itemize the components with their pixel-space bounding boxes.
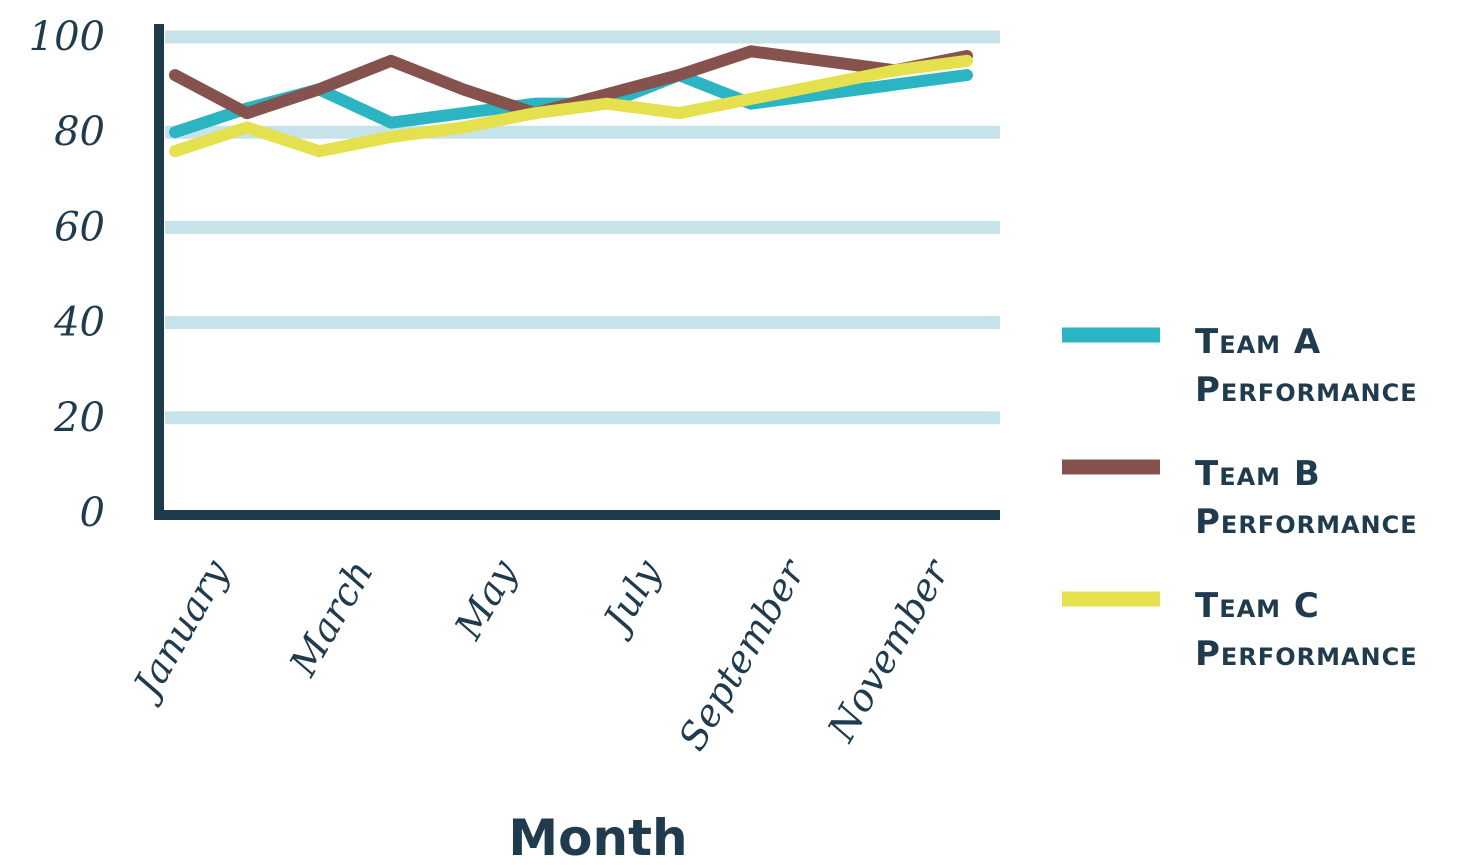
series-line-3 <box>169 54 973 158</box>
x-tick-label: May <box>446 552 526 647</box>
x-tick-label: November <box>819 550 960 749</box>
x-tick-label: January <box>122 552 238 710</box>
y-tick-label: 0 <box>80 490 105 536</box>
legend-label-1: Team A Performance <box>1195 322 1418 410</box>
x-axis-ticks: January March May July September November <box>122 550 960 758</box>
x-tick-label: July <box>592 552 671 644</box>
legend: Team A Performance Team B Performance Team C… <box>1062 322 1418 674</box>
y-tick-label: 40 <box>53 300 105 346</box>
legend-label-2: Team B Performance <box>1195 454 1418 542</box>
y-tick-label: 60 <box>54 204 105 250</box>
legend-label-3: Team C Performance <box>1195 586 1418 674</box>
grid-lines <box>165 30 1000 425</box>
y-tick-label: 80 <box>54 109 105 155</box>
x-tick-label: September <box>670 550 815 758</box>
x-tick-label: March <box>280 553 381 685</box>
y-axis-ticks: 0 20 40 60 80 100 <box>29 14 105 536</box>
axes <box>154 24 1000 520</box>
series-lines <box>169 45 973 158</box>
x-axis-title: Month <box>508 809 687 865</box>
y-tick-label: 20 <box>53 395 105 441</box>
y-tick-label: 100 <box>29 14 105 60</box>
